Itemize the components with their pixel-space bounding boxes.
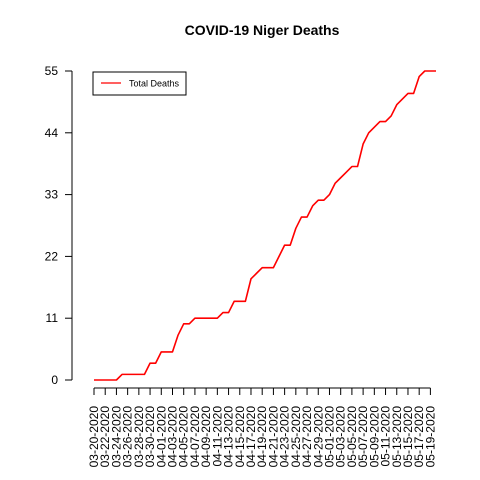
y-tick-label: 0	[51, 373, 58, 387]
y-tick-label: 33	[45, 188, 59, 202]
y-tick-label: 55	[45, 64, 59, 78]
y-tick-label: 11	[46, 311, 59, 325]
y-tick-label: 22	[45, 249, 59, 263]
x-tick-label: 05-19-2020	[423, 406, 437, 468]
y-tick-label: 44	[45, 126, 59, 140]
legend-label-total-deaths: Total Deaths	[129, 79, 180, 89]
chart-title: COVID-19 Niger Deaths	[185, 22, 340, 38]
plot-area	[93, 70, 437, 381]
x-axis: 03-20-202003-22-202003-24-202003-26-2020…	[87, 388, 437, 467]
series-line-total-deaths	[94, 71, 436, 380]
legend: Total Deaths	[93, 72, 186, 95]
y-axis: 0 11 22 33 44 55	[45, 64, 72, 387]
